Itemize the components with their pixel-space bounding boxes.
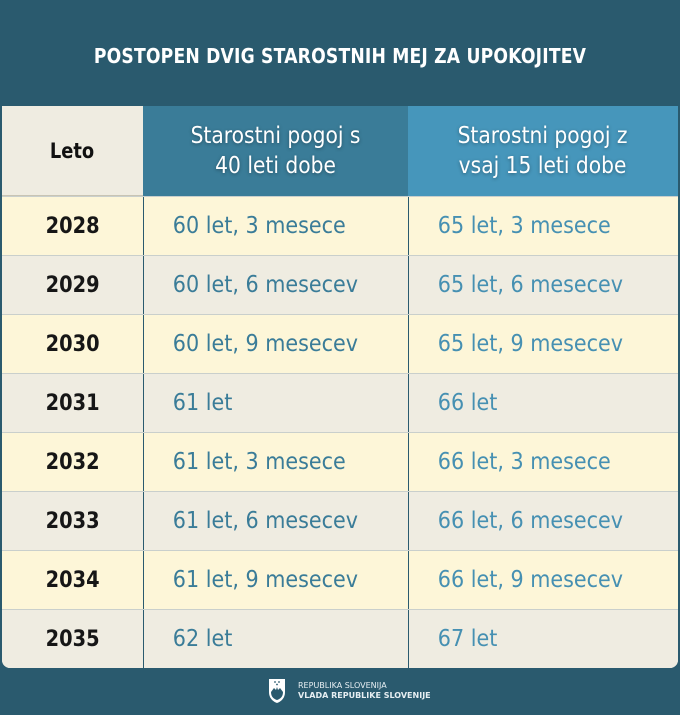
slovenia-coat-of-arms-icon [269, 679, 285, 703]
col1-value: 62 let [172, 626, 233, 652]
col2-value: 65 let, 9 mesecev [437, 331, 624, 357]
footer-line2: VLADA REPUBLIKE SLOVENIJE [298, 691, 431, 700]
col1-value: 61 let, 9 mesecev [172, 567, 359, 593]
col1-value: 60 let, 6 mesecev [172, 272, 359, 298]
col2-value: 66 let, 9 mesecev [437, 567, 624, 593]
col2-value: 66 let, 6 mesecev [437, 508, 624, 534]
table-row: 2028 60 let, 3 mesece 65 let, 3 mesece [2, 196, 678, 255]
retirement-age-table: Leto Starostni pogoj s 40 leti dobe Star… [2, 106, 678, 668]
table-row: 2034 61 let, 9 mesecev 66 let, 9 mesecev [2, 550, 678, 609]
table-row: 2033 61 let, 6 mesecev 66 let, 6 mesecev [2, 491, 678, 550]
header-col1-cell: Starostni pogoj s 40 leti dobe [143, 106, 408, 196]
col1-value: 61 let, 6 mesecev [172, 508, 359, 534]
government-footer: REPUBLIKA SLOVENIJA VLADA REPUBLIKE SLOV… [268, 678, 431, 704]
header-year-label: Leto [50, 138, 95, 163]
year-cell: 2034 [45, 567, 100, 593]
table-row: 2029 60 let, 6 mesecev 65 let, 6 mesecev [2, 255, 678, 314]
year-cell: 2030 [45, 331, 100, 357]
col2-value: 66 let [437, 390, 498, 416]
year-cell: 2028 [45, 213, 100, 239]
header-year-cell: Leto [2, 106, 143, 196]
table-row: 2032 61 let, 3 mesece 66 let, 3 mesece [2, 432, 678, 491]
header-col2-line1: Starostni pogoj z [458, 123, 628, 149]
col2-value: 67 let [437, 626, 498, 652]
header-col2-line2: vsaj 15 leti dobe [459, 153, 627, 179]
year-cell: 2031 [45, 390, 100, 416]
year-cell: 2029 [45, 272, 100, 298]
header-col2-cell: Starostni pogoj z vsaj 15 leti dobe [408, 106, 678, 196]
col2-value: 66 let, 3 mesece [437, 449, 611, 475]
header-col2-label: Starostni pogoj z vsaj 15 leti dobe [458, 121, 628, 181]
header-col1-line1: Starostni pogoj s [190, 123, 361, 149]
table-row: 2035 62 let 67 let [2, 609, 678, 668]
col1-value: 61 let, 3 mesece [172, 449, 346, 475]
col1-value: 60 let, 3 mesece [172, 213, 346, 239]
header-col1-line2: 40 leti dobe [215, 153, 336, 179]
header-col1-label: Starostni pogoj s 40 leti dobe [191, 121, 361, 181]
table-row: 2030 60 let, 9 mesecev 65 let, 9 mesecev [2, 314, 678, 373]
table-header-row: Leto Starostni pogoj s 40 leti dobe Star… [2, 106, 678, 196]
col2-value: 65 let, 3 mesece [437, 213, 611, 239]
footer-line1: REPUBLIKA SLOVENIJA [298, 681, 387, 690]
year-cell: 2033 [45, 508, 100, 534]
year-cell: 2035 [45, 626, 100, 652]
footer-text: REPUBLIKA SLOVENIJA VLADA REPUBLIKE SLOV… [298, 681, 431, 701]
col1-value: 61 let [172, 390, 233, 416]
year-cell: 2032 [45, 449, 100, 475]
col2-value: 65 let, 6 mesecev [437, 272, 624, 298]
col1-value: 60 let, 9 mesecev [172, 331, 359, 357]
infographic-title: POSTOPEN DVIG STAROSTNIH MEJ ZA UPOKOJIT… [93, 44, 587, 68]
table-row: 2031 61 let 66 let [2, 373, 678, 432]
